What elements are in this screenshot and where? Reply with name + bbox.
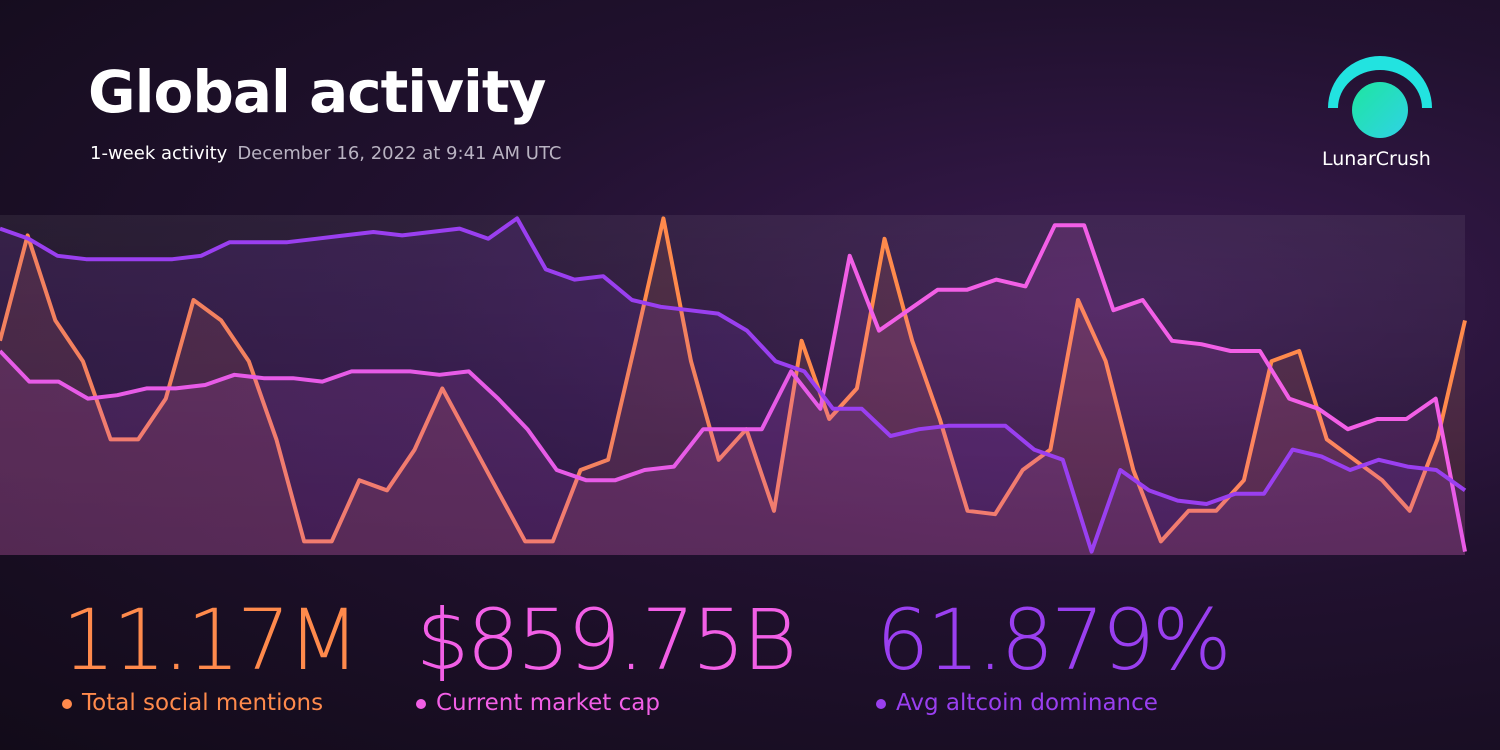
stat-label: Avg altcoin dominance bbox=[876, 690, 1229, 716]
series-area bbox=[0, 218, 1465, 555]
title: Global activity bbox=[88, 58, 546, 126]
series-area bbox=[0, 218, 1465, 555]
stat-label: Current market cap bbox=[416, 690, 794, 716]
stat: 11.17M Total social mentions bbox=[62, 591, 360, 716]
stat: $859.75B Current market cap bbox=[416, 591, 797, 716]
subtitle: 1-week activity bbox=[90, 143, 228, 164]
brand: LunarCrush bbox=[1322, 148, 1431, 170]
timestamp: December 16, 2022 at 9:41 AM UTC bbox=[237, 143, 562, 164]
logo-arc bbox=[1328, 56, 1432, 108]
stat: 61.879% Avg altcoin dominance bbox=[876, 591, 1232, 716]
logo-circle bbox=[1352, 82, 1408, 138]
stat-value: 11.17M bbox=[62, 591, 360, 689]
series-area bbox=[0, 225, 1465, 555]
series-line bbox=[0, 223, 1467, 552]
series-line bbox=[0, 216, 1467, 544]
stat-value: 61.879% bbox=[876, 591, 1232, 689]
stat-label: Total social mentions bbox=[62, 690, 357, 716]
series-line bbox=[0, 216, 1467, 554]
stat-value: $859.75B bbox=[416, 591, 797, 689]
subtitle-row: 1-week activity December 16, 2022 at 9:41… bbox=[90, 143, 561, 164]
